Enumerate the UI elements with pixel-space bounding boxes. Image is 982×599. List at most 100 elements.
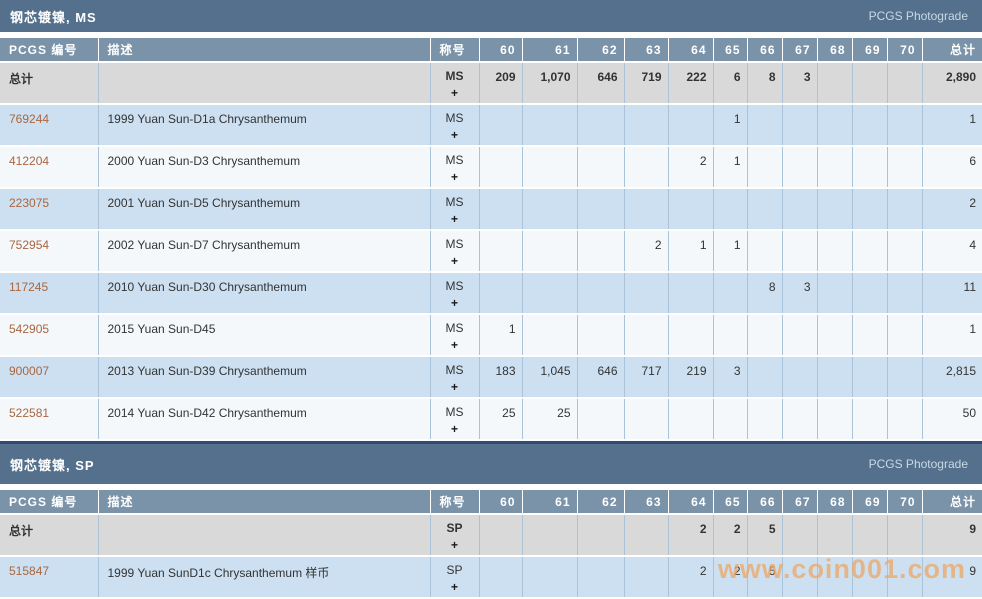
- section-title: 钢芯镀镍, SP: [10, 457, 95, 473]
- col-header-grade-67: 67: [781, 490, 817, 514]
- grade-69-count: [851, 514, 887, 556]
- pcgs-number-link[interactable]: 542905: [9, 322, 50, 336]
- col-header-grade-66: 66: [746, 38, 782, 62]
- designation-label: MS: [445, 237, 464, 251]
- col-header-grade-63: 63: [623, 490, 668, 514]
- pcgs-number-link[interactable]: 223075: [9, 196, 50, 210]
- grade-67-count: [781, 230, 817, 272]
- grade-70-count: [886, 62, 922, 104]
- grade-62-count: [576, 556, 624, 598]
- expand-plus-icon[interactable]: +: [450, 254, 458, 268]
- col-header-grade-63: 63: [623, 38, 668, 62]
- total-count-cell: 2,815: [921, 356, 982, 398]
- grade-63-count: [623, 188, 668, 230]
- designation-cell: MS +: [429, 146, 479, 188]
- photograde-link[interactable]: PCGS Photograde: [868, 457, 968, 471]
- grade-66-count: [746, 188, 782, 230]
- grade-67-count: [781, 398, 817, 440]
- grade-70-count: [886, 398, 922, 440]
- table-body: 总计 MS +209 1,070 646 719 222 6 8 3 2,890 769244 1999…: [0, 62, 982, 440]
- grade-62-count: 646: [576, 62, 624, 104]
- grade-66-count: 5: [746, 514, 782, 556]
- expand-plus-icon[interactable]: +: [450, 128, 458, 142]
- grade-63-count: [623, 104, 668, 146]
- grade-68-count: [816, 230, 852, 272]
- grade-60-count: [478, 230, 522, 272]
- grade-63-count: 717: [623, 356, 668, 398]
- expand-plus-icon[interactable]: +: [450, 170, 458, 184]
- description-cell: 2000 Yuan Sun-D3 Chrysanthemum: [97, 146, 430, 188]
- grade-63-count: 719: [623, 62, 668, 104]
- grade-65-count: 1: [712, 104, 747, 146]
- designation-label: SP: [446, 563, 463, 577]
- pcgs-number-cell: 900007: [0, 356, 98, 398]
- expand-plus-icon[interactable]: +: [450, 422, 458, 436]
- column-header-row: PCGS 编号 描述 称号 60 61 62 63 64 65 66 67 68 69 70 总计: [0, 38, 982, 62]
- grade-63-count: [623, 398, 668, 440]
- grade-68-count: [816, 556, 852, 598]
- designation-label: MS: [445, 279, 464, 293]
- col-header-grade-62: 62: [576, 38, 624, 62]
- grade-68-count: [816, 62, 852, 104]
- section-header-sp: 钢芯镀镍, SP PCGS Photograde: [0, 444, 982, 484]
- designation-cell: MS +: [429, 188, 479, 230]
- expand-plus-icon[interactable]: +: [450, 380, 458, 394]
- grade-69-count: [851, 62, 887, 104]
- grade-61-count: 1,070: [521, 62, 577, 104]
- designation-label: MS: [445, 321, 464, 335]
- grade-60-count: [478, 556, 522, 598]
- grade-67-count: [781, 104, 817, 146]
- expand-plus-icon[interactable]: +: [450, 538, 458, 552]
- grade-64-count: 1: [667, 230, 713, 272]
- col-header-total: 总计: [921, 38, 982, 62]
- pcgs-number-cell: 752954: [0, 230, 98, 272]
- designation-cell: MS +: [429, 62, 479, 104]
- grade-63-count: 2: [623, 230, 668, 272]
- grade-67-count: [781, 188, 817, 230]
- grade-60-count: [478, 272, 522, 314]
- designation-cell: MS +: [429, 314, 479, 356]
- grade-70-count: [886, 230, 922, 272]
- population-section-ms: 钢芯镀镍, MS PCGS Photograde PCGS 编号 描述 称号 60 61…: [0, 0, 982, 444]
- grade-65-count: [712, 188, 747, 230]
- col-header-pcgs-number: PCGS 编号: [0, 490, 98, 514]
- designation-cell: SP +: [429, 514, 479, 556]
- pcgs-number-link[interactable]: 515847: [9, 564, 50, 578]
- photograde-link[interactable]: PCGS Photograde: [868, 9, 968, 23]
- expand-plus-icon[interactable]: +: [450, 296, 458, 310]
- pcgs-number-cell: 412204: [0, 146, 98, 188]
- expand-plus-icon[interactable]: +: [450, 580, 458, 594]
- expand-plus-icon[interactable]: +: [450, 212, 458, 226]
- grade-63-count: [623, 314, 668, 356]
- expand-plus-icon[interactable]: +: [450, 338, 458, 352]
- column-header-row: PCGS 编号 描述 称号 60 61 62 63 64 65 66 67 68 69 70 总计: [0, 490, 982, 514]
- grade-66-count: 5: [746, 556, 782, 598]
- grade-67-count: 3: [781, 272, 817, 314]
- col-header-grade-68: 68: [816, 38, 852, 62]
- description-cell: 2002 Yuan Sun-D7 Chrysanthemum: [97, 230, 430, 272]
- grade-64-count: [667, 104, 713, 146]
- grade-68-count: [816, 272, 852, 314]
- pcgs-number-link[interactable]: 769244: [9, 112, 50, 126]
- table-row: 522581 2014 Yuan Sun-D42 Chrysanthemum MS +…: [0, 398, 982, 440]
- pcgs-number-link[interactable]: 900007: [9, 364, 50, 378]
- pcgs-number-link[interactable]: 522581: [9, 406, 50, 420]
- grade-69-count: [851, 230, 887, 272]
- grade-66-count: [746, 146, 782, 188]
- grade-61-count: [521, 146, 577, 188]
- grade-62-count: [576, 314, 624, 356]
- grade-61-count: [521, 514, 577, 556]
- grade-68-count: [816, 188, 852, 230]
- total-row: 总计 MS +209 1,070 646 719 222 6 8 3 2,890: [0, 62, 982, 104]
- description-cell: 2001 Yuan Sun-D5 Chrysanthemum: [97, 188, 430, 230]
- col-header-grade-60: 60: [478, 38, 522, 62]
- grade-67-count: [781, 514, 817, 556]
- expand-plus-icon[interactable]: +: [450, 86, 458, 100]
- column-header: PCGS 编号 描述 称号 60 61 62 63 64 65 66 67 68 69 70 总计: [0, 490, 982, 514]
- grade-69-count: [851, 314, 887, 356]
- designation-cell: MS +: [429, 230, 479, 272]
- col-header-grade-66: 66: [746, 490, 782, 514]
- pcgs-number-link[interactable]: 117245: [9, 280, 49, 294]
- pcgs-number-link[interactable]: 412204: [9, 154, 50, 168]
- pcgs-number-link[interactable]: 752954: [9, 238, 50, 252]
